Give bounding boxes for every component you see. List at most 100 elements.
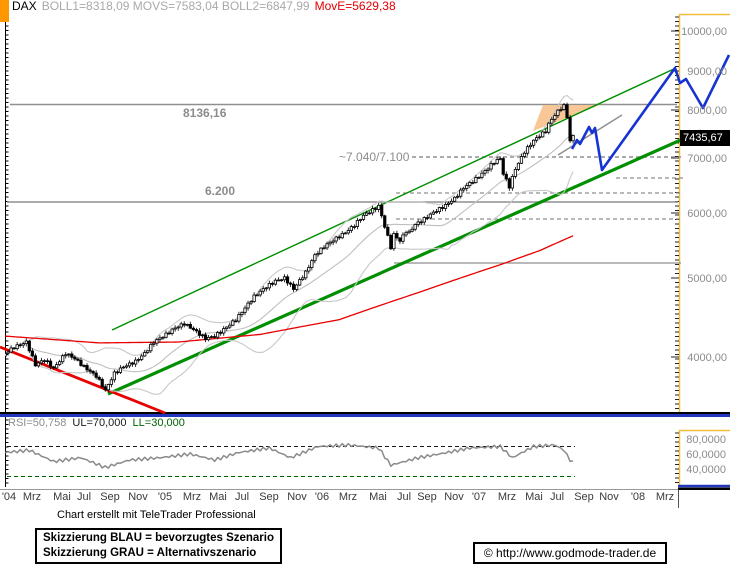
candle-body [261,288,265,292]
candlestick-series [5,102,575,393]
candle-body [146,350,150,353]
time-axis-month-label: Mrz [182,491,202,503]
candle-body [255,294,259,297]
candle-body [24,340,28,345]
candle-body [97,376,101,380]
candle-body [453,196,457,202]
green-channel-upper-line [111,67,677,331]
broker-logo-mark [0,0,9,22]
candle-body [562,104,566,110]
candle-body [285,276,290,284]
candle-body [36,362,41,367]
candle-body [325,243,329,249]
rsi-header: RSI=50,758 UL=70,000 LL=30,000 [8,417,185,429]
candle-body [188,323,192,329]
price-axis-label: 7000,00 [687,153,727,165]
candle-body [225,326,229,330]
candle-body [127,362,132,367]
candle-body [392,233,396,250]
candle-body [140,355,144,360]
candle-body [6,351,10,354]
red-downtrend-line [0,345,166,415]
candle-body [100,378,104,388]
time-axis-month-label: Mrz [22,491,42,503]
candle-body [383,215,387,228]
candle-body [273,279,277,285]
candle-body [541,131,545,138]
candle-body [334,236,338,242]
candle-body [544,131,548,134]
candle-body [550,118,554,124]
candle-body [45,360,50,363]
candle-body [94,372,98,378]
website-url-box: © http://www.godmode-trader.de [473,542,667,564]
candle-body [282,276,287,281]
candle-body [12,347,16,350]
candle-body [52,366,56,369]
candle-body [149,343,153,352]
candle-body [213,336,217,338]
candle-body [495,159,499,164]
candle-body [374,208,378,210]
gray-alternative-scenario-line [557,114,623,156]
legend-blue-scenario: Skizzierung BLAU = bevorzugtes Szenario [43,532,275,544]
candle-body [21,343,25,346]
time-axis-month-label: Mai [525,491,543,503]
time-axis-month-label: Jul [549,491,565,503]
candle-body [109,379,113,385]
candle-body [288,282,293,285]
candle-body [410,228,414,232]
candle-body [155,339,159,344]
candle-body [428,213,432,219]
candle-body [501,158,505,175]
candle-body [27,340,31,352]
candle-body [559,109,563,111]
candle-body [246,302,250,309]
candle-body [440,207,445,209]
candle-body [121,366,126,369]
candle-body [522,152,527,157]
candle-body [395,233,399,239]
price-axis-label: 8000,00 [687,105,727,117]
current-price-tag: 7435,67 [680,130,730,146]
candle-body [510,176,514,189]
time-axis-month-label: Mrz [497,491,517,503]
time-axis-month-label: Mrz [655,491,675,503]
candle-body [115,371,120,374]
candle-body [152,342,156,345]
candle-body [197,330,202,336]
price-axis-label: 5000,00 [687,273,727,285]
candle-body [361,214,366,220]
annotation-support-6200: 6.200 [205,184,236,198]
candle-body [477,176,481,179]
candle-body [203,334,208,341]
candle-body [465,185,469,189]
candle-body [185,323,189,326]
candle-body [519,156,524,164]
rsi-axis-label: 80,0000 [686,434,726,446]
candle-body [264,287,268,290]
candle-body [474,177,478,183]
candle-body [431,211,435,215]
candle-body [5,352,7,357]
time-axis-month-label: Mai [209,491,227,503]
price-axis-label: 10000,00 [681,26,727,38]
candle-body [9,347,13,353]
candle-body [370,208,375,214]
candle-body [459,189,463,197]
time-axis-year-label: '07 [471,491,487,503]
candle-body [258,290,262,296]
candle-body [292,283,296,290]
candle-body [67,353,71,356]
candle-body [489,163,493,170]
price-axis-label: 9000,00 [687,66,727,78]
time-axis-month-label: Sep [574,491,594,503]
candle-body [279,279,284,282]
candle-body [331,240,335,243]
time-axis-month-label: Sep [259,491,279,503]
move-indicator-label: MovE=5629,38 [314,0,396,13]
chart-credit-text: Chart erstellt mit TeleTrader Profession… [57,509,256,521]
candle-body [480,172,484,178]
candle-body [471,182,475,184]
